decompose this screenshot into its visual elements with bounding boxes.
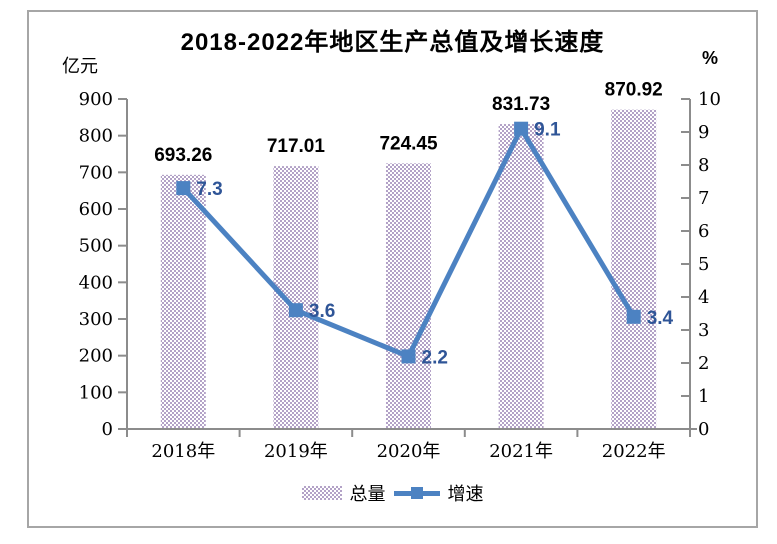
- y-axis-left-tick-label: 800: [79, 126, 113, 147]
- bar-legend-swatch-icon: [301, 486, 342, 500]
- bar-value-label: 693.26: [154, 145, 212, 166]
- growth-marker: [176, 181, 191, 196]
- bar-2019年: [273, 166, 319, 430]
- bar-value-label: 717.01: [267, 136, 326, 157]
- chart-title: 2018-2022年地区生产总值及增长速度: [180, 29, 605, 56]
- x-category-label: 2020年: [377, 441, 441, 462]
- x-category-label: 2019年: [264, 441, 328, 462]
- bar-value-label: 831.73: [492, 94, 550, 115]
- legend-line-label: 增速: [447, 484, 484, 505]
- growth-marker: [401, 349, 416, 364]
- legend: 总量 增速: [27, 481, 758, 505]
- y-axis-right-tick-label: 8: [698, 155, 709, 176]
- bar-2018年: [160, 174, 206, 429]
- y-axis-right-tick-label: 5: [698, 254, 709, 275]
- line-series: [176, 121, 641, 364]
- y-axis-left-tick-label: 600: [79, 199, 113, 220]
- left-axis-unit-label: 亿元: [62, 56, 98, 77]
- x-category-label: 2022年: [602, 441, 666, 462]
- bar-value-label: 724.45: [379, 133, 438, 154]
- y-axis-left-tick-label: 300: [79, 309, 113, 330]
- growth-marker: [514, 121, 529, 136]
- growth-value-label: 7.3: [196, 179, 222, 200]
- y-axis-right-tick-label: 7: [698, 188, 709, 209]
- y-axis-left-tick-label: 400: [79, 272, 113, 293]
- y-axis-left-tick-label: 0: [102, 419, 113, 440]
- legend-bars-label: 总量: [349, 484, 386, 505]
- bar-2022年: [611, 109, 657, 430]
- growth-marker: [288, 303, 303, 318]
- bar-value-label: 870.92: [605, 80, 663, 101]
- y-axis-left-tick-label: 500: [79, 236, 113, 257]
- y-axis-left-tick-label: 200: [79, 346, 113, 367]
- y-axis-right-tick-label: 9: [698, 122, 709, 143]
- growth-value-label: 2.2: [422, 347, 448, 368]
- y-axis-left-tick-label: 900: [79, 89, 113, 110]
- bar-2020年: [386, 163, 431, 429]
- y-axis-left-tick-label: 700: [79, 162, 113, 183]
- y-axis-right-tick-label: 4: [698, 287, 709, 308]
- y-axis-right-tick-label: 2: [698, 353, 709, 374]
- growth-value-label: 3.6: [309, 301, 335, 322]
- y-axis-right-tick-label: 3: [698, 320, 709, 341]
- growth-marker: [626, 309, 641, 324]
- line-legend-swatch-icon: [393, 486, 440, 500]
- y-axis-left-tick-label: 100: [79, 382, 113, 403]
- x-category-label: 2018年: [151, 441, 215, 462]
- growth-value-label: 9.1: [534, 120, 561, 141]
- y-axis-right-tick-label: 1: [698, 386, 709, 407]
- axes: 0 100 200 300 400 500 600 700 800 900 0 1 2 3 4 5 6 7 8 9 10…: [79, 89, 721, 462]
- right-axis-unit-label: %: [702, 48, 719, 68]
- x-category-label: 2021年: [489, 441, 553, 462]
- bar-series: [160, 109, 657, 430]
- y-axis-right-tick-label: 6: [698, 221, 709, 242]
- y-axis-right-tick-label: 0: [698, 419, 709, 440]
- growth-value-label: 3.4: [647, 308, 674, 329]
- bar-2021年: [498, 124, 544, 429]
- data-labels: 693.26 717.01 724.45 831.73 870.92 7.3 3.6 2.2 9…: [154, 80, 673, 369]
- y-axis-right-tick-label: 10: [698, 89, 721, 110]
